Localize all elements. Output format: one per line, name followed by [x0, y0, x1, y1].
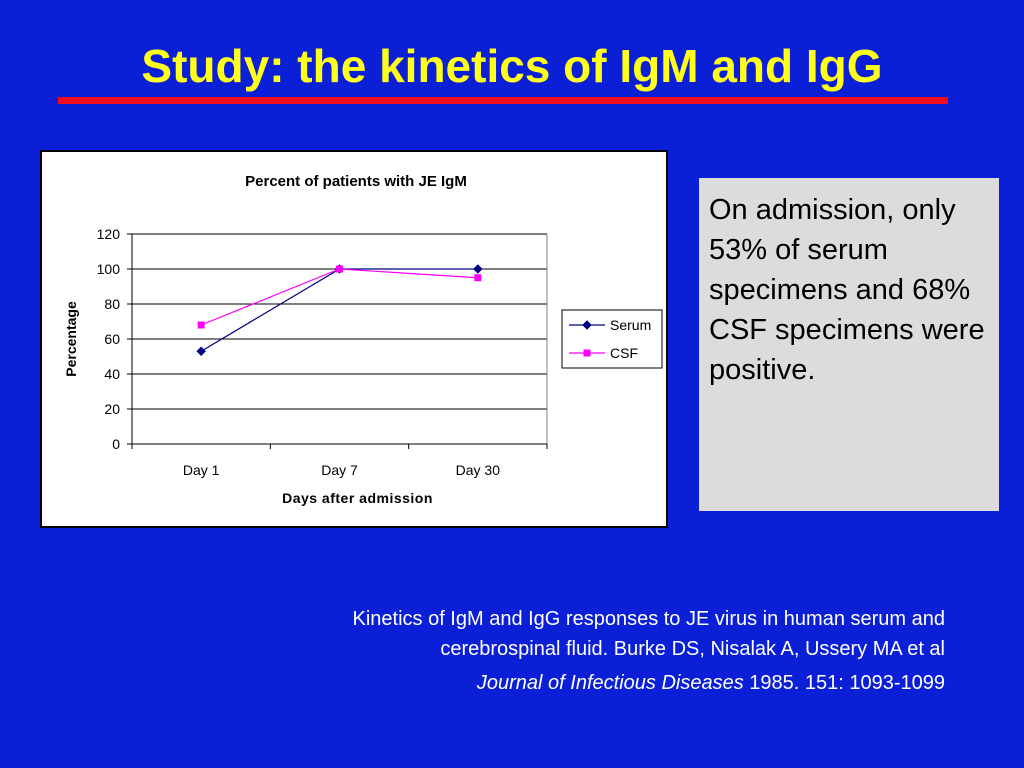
x-tick-label: Day 7	[321, 462, 358, 478]
y-tick-label: 60	[104, 331, 120, 347]
y-tick-label: 0	[112, 436, 120, 452]
legend-marker-serum	[582, 320, 592, 330]
data-point-csf	[197, 321, 205, 329]
y-tick-label: 20	[104, 401, 120, 417]
chart-title: Percent of patients with JE IgM	[245, 173, 467, 190]
y-tick-label: 80	[104, 296, 120, 312]
data-point-serum	[196, 346, 207, 357]
data-point-csf	[336, 265, 343, 273]
legend-label-csf: CSF	[610, 345, 638, 361]
callout-box: On admission, only 53% of serum specimen…	[699, 178, 999, 511]
reference-line-2: cerebrospinal fluid. Burke DS, Nisalak A…	[440, 638, 945, 660]
y-tick-label: 100	[97, 261, 121, 277]
reference-citation: Kinetics of IgM and IgG responses to JE …	[150, 604, 945, 698]
legend-marker-csf	[583, 349, 591, 357]
series-line-csf	[200, 268, 478, 326]
x-tick-label: Day 1	[183, 462, 220, 478]
y-axis-label: Percentage	[63, 301, 79, 377]
line-chart: Percent of patients with JE IgM 0 20 40 60 80…	[63, 173, 663, 506]
legend-box	[561, 309, 663, 369]
data-point-csf	[474, 274, 482, 282]
reference-line-1: Kinetics of IgM and IgG responses to JE …	[352, 608, 945, 630]
x-tick-label: Day 30	[456, 462, 501, 478]
reference-details: 1985. 151: 1093-1099	[749, 672, 945, 694]
x-axis-label: Days after admission	[282, 490, 433, 506]
reference-journal: Journal of Infectious Diseases	[476, 672, 744, 694]
title-underline	[58, 97, 948, 104]
slide-title: Study: the kinetics of IgM and IgG	[141, 40, 883, 92]
data-point-serum	[472, 264, 483, 274]
y-tick-label: 40	[104, 366, 120, 382]
legend-label-serum: Serum	[610, 317, 651, 333]
callout-text: On admission, only 53% of serum specimen…	[709, 194, 985, 386]
chart-panel: Percent of patients with JE IgM 0 20 40 60 80…	[40, 150, 668, 528]
reference-line-3: Journal of Infectious Diseases 1985. 151…	[150, 668, 945, 698]
y-tick-label: 120	[97, 226, 121, 242]
